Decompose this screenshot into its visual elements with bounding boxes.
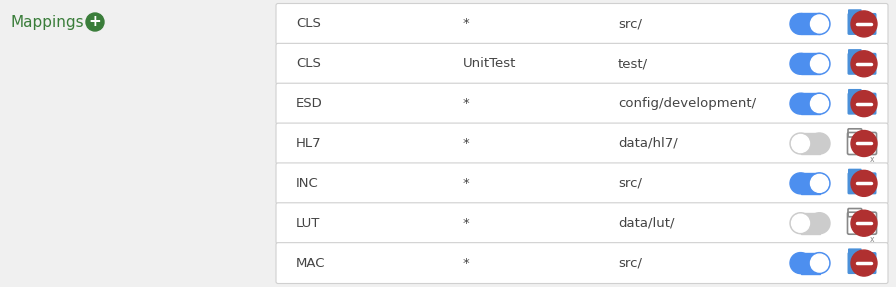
- FancyBboxPatch shape: [276, 43, 888, 84]
- FancyBboxPatch shape: [848, 49, 862, 57]
- Text: Mappings: Mappings: [10, 15, 83, 30]
- Bar: [800, 53, 820, 74]
- Text: MAC: MAC: [296, 257, 325, 269]
- Ellipse shape: [809, 93, 830, 114]
- Text: *: *: [463, 217, 470, 230]
- Text: CLS: CLS: [296, 57, 321, 70]
- Circle shape: [851, 11, 877, 37]
- Circle shape: [791, 214, 809, 232]
- FancyBboxPatch shape: [276, 203, 888, 244]
- Ellipse shape: [809, 133, 830, 154]
- Text: data/lut/: data/lut/: [618, 217, 675, 230]
- Text: ESD: ESD: [296, 97, 323, 110]
- Text: +: +: [89, 15, 101, 30]
- FancyBboxPatch shape: [276, 243, 888, 284]
- Circle shape: [851, 250, 877, 276]
- Circle shape: [811, 174, 829, 192]
- FancyBboxPatch shape: [848, 13, 876, 35]
- Text: *: *: [463, 18, 470, 30]
- Ellipse shape: [809, 173, 830, 194]
- Ellipse shape: [790, 133, 811, 154]
- Circle shape: [851, 91, 877, 117]
- FancyBboxPatch shape: [848, 248, 862, 257]
- Text: src/: src/: [618, 177, 642, 190]
- Ellipse shape: [809, 253, 830, 274]
- Text: x: x: [869, 155, 874, 164]
- Ellipse shape: [790, 93, 811, 114]
- Text: config/development/: config/development/: [618, 97, 756, 110]
- Circle shape: [86, 13, 104, 31]
- FancyBboxPatch shape: [276, 3, 888, 44]
- Circle shape: [851, 210, 877, 236]
- Circle shape: [851, 51, 877, 77]
- Bar: [800, 13, 820, 34]
- Text: *: *: [463, 137, 470, 150]
- Circle shape: [851, 131, 877, 156]
- Ellipse shape: [809, 213, 830, 234]
- Circle shape: [791, 135, 809, 152]
- Text: CLS: CLS: [296, 18, 321, 30]
- Ellipse shape: [809, 13, 830, 34]
- Bar: [800, 133, 820, 154]
- Text: UnitTest: UnitTest: [463, 57, 516, 70]
- FancyBboxPatch shape: [276, 123, 888, 164]
- Ellipse shape: [790, 13, 811, 34]
- FancyBboxPatch shape: [848, 53, 876, 75]
- Circle shape: [811, 15, 829, 33]
- FancyBboxPatch shape: [276, 83, 888, 124]
- Bar: [800, 93, 820, 114]
- Circle shape: [811, 55, 829, 73]
- Ellipse shape: [790, 253, 811, 274]
- FancyBboxPatch shape: [848, 172, 876, 194]
- Text: test/: test/: [618, 57, 648, 70]
- FancyBboxPatch shape: [848, 169, 862, 177]
- Ellipse shape: [790, 53, 811, 74]
- Text: x: x: [869, 235, 874, 244]
- Ellipse shape: [790, 213, 811, 234]
- FancyBboxPatch shape: [848, 252, 876, 274]
- Text: *: *: [463, 177, 470, 190]
- Text: src/: src/: [618, 18, 642, 30]
- FancyBboxPatch shape: [848, 93, 876, 115]
- Text: data/hl7/: data/hl7/: [618, 137, 677, 150]
- Text: *: *: [463, 97, 470, 110]
- Ellipse shape: [809, 53, 830, 74]
- Circle shape: [811, 95, 829, 113]
- Text: INC: INC: [296, 177, 319, 190]
- Text: *: *: [463, 257, 470, 269]
- Ellipse shape: [790, 173, 811, 194]
- Bar: [800, 253, 820, 274]
- Text: LUT: LUT: [296, 217, 321, 230]
- Circle shape: [851, 170, 877, 196]
- FancyBboxPatch shape: [276, 163, 888, 204]
- Text: src/: src/: [618, 257, 642, 269]
- Bar: [800, 173, 820, 194]
- FancyBboxPatch shape: [848, 9, 862, 18]
- Bar: [800, 213, 820, 234]
- Circle shape: [811, 254, 829, 272]
- Text: HL7: HL7: [296, 137, 322, 150]
- FancyBboxPatch shape: [848, 89, 862, 97]
